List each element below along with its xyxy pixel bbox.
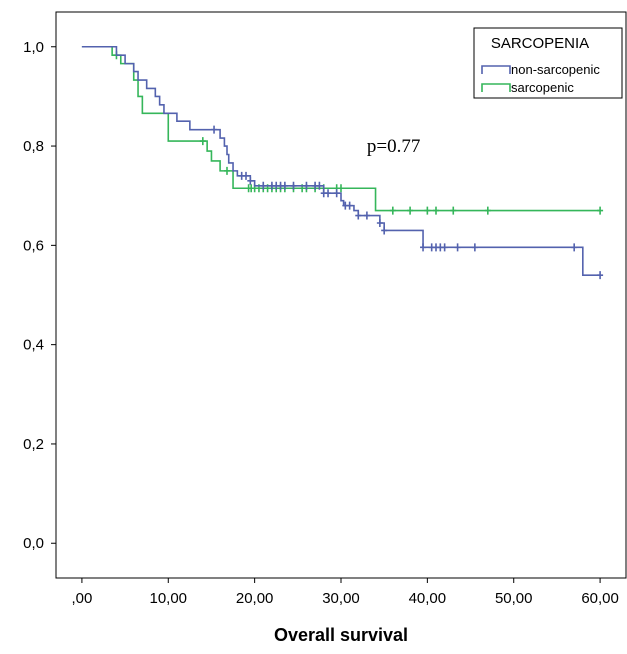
y-tick-label: 1,0 — [23, 39, 44, 56]
x-tick-labels: ,00 10,00 20,00 30,00 40,00 50,00 60,00 — [71, 590, 618, 607]
censor-mark — [247, 176, 254, 185]
y-tick-label: 0,8 — [23, 138, 44, 155]
censor-mark — [381, 226, 388, 235]
series-non-sarcopenic — [81, 45, 604, 280]
censor-mark — [597, 271, 604, 280]
legend-box — [473, 27, 623, 99]
y-tick-label: 0,0 — [23, 535, 44, 552]
censor-mark — [224, 166, 230, 175]
censor-mark — [346, 201, 353, 210]
censor-mark — [420, 243, 427, 252]
censor-mark — [471, 243, 478, 252]
censor-mark — [363, 211, 370, 220]
censor-mark — [376, 219, 383, 228]
legend-entry-label: sarcopenic — [511, 80, 574, 95]
survival-curve — [81, 45, 601, 212]
censor-mark — [325, 189, 332, 198]
x-tick-label: 30,00 — [322, 590, 360, 607]
x-tick-label: 20,00 — [236, 590, 274, 607]
censor-mark — [211, 125, 218, 134]
legend-swatch — [481, 83, 511, 92]
censor-mark — [433, 206, 439, 215]
y-tick-label: 0,2 — [23, 436, 44, 453]
censor-mark — [281, 181, 288, 190]
legend-entry-label: non-sarcopenic — [511, 62, 600, 77]
censor-mark — [338, 184, 344, 193]
x-tick-label: ,00 — [71, 590, 92, 607]
legend-swatch — [481, 65, 511, 74]
x-tick-label: 50,00 — [495, 590, 533, 607]
censor-mark — [316, 181, 323, 190]
censor-mark — [454, 243, 461, 252]
y-tick-label: 0,6 — [23, 237, 44, 254]
x-tick-label: 40,00 — [409, 590, 447, 607]
x-tick-label: 60,00 — [581, 590, 619, 607]
censor-mark — [389, 206, 396, 215]
plot-background — [55, 11, 627, 579]
censor-mark — [333, 189, 340, 198]
censor-mark — [597, 206, 604, 215]
y-tick-labels: 0,0 0,2 0,4 0,6 0,8 1,0 — [23, 39, 44, 552]
censor-mark — [290, 181, 297, 190]
censor-mark — [199, 137, 206, 146]
censor-mark — [303, 181, 310, 190]
censor-mark — [243, 171, 249, 180]
p-value-annotation: p=0.77 — [367, 136, 420, 157]
censor-mark — [450, 206, 457, 215]
legend-entries: non-sarcopenic sarcopenic — [481, 62, 600, 95]
censor-mark — [260, 181, 267, 190]
y-tick-label: 0,4 — [23, 337, 44, 354]
legend-title: SARCOPENIA — [491, 35, 589, 52]
censor-mark — [571, 243, 578, 252]
series-group — [81, 45, 604, 280]
censor-mark — [484, 206, 491, 215]
censor-mark — [441, 243, 448, 252]
censor-mark — [407, 206, 414, 215]
axis-ticks — [51, 46, 601, 583]
censor-mark — [355, 211, 362, 220]
legend: SARCOPENIA non-sarcopenic sarcopenic — [473, 27, 623, 99]
censor-mark — [424, 206, 431, 215]
x-axis-title: Overall survival — [274, 625, 408, 645]
x-tick-label: 10,00 — [149, 590, 187, 607]
